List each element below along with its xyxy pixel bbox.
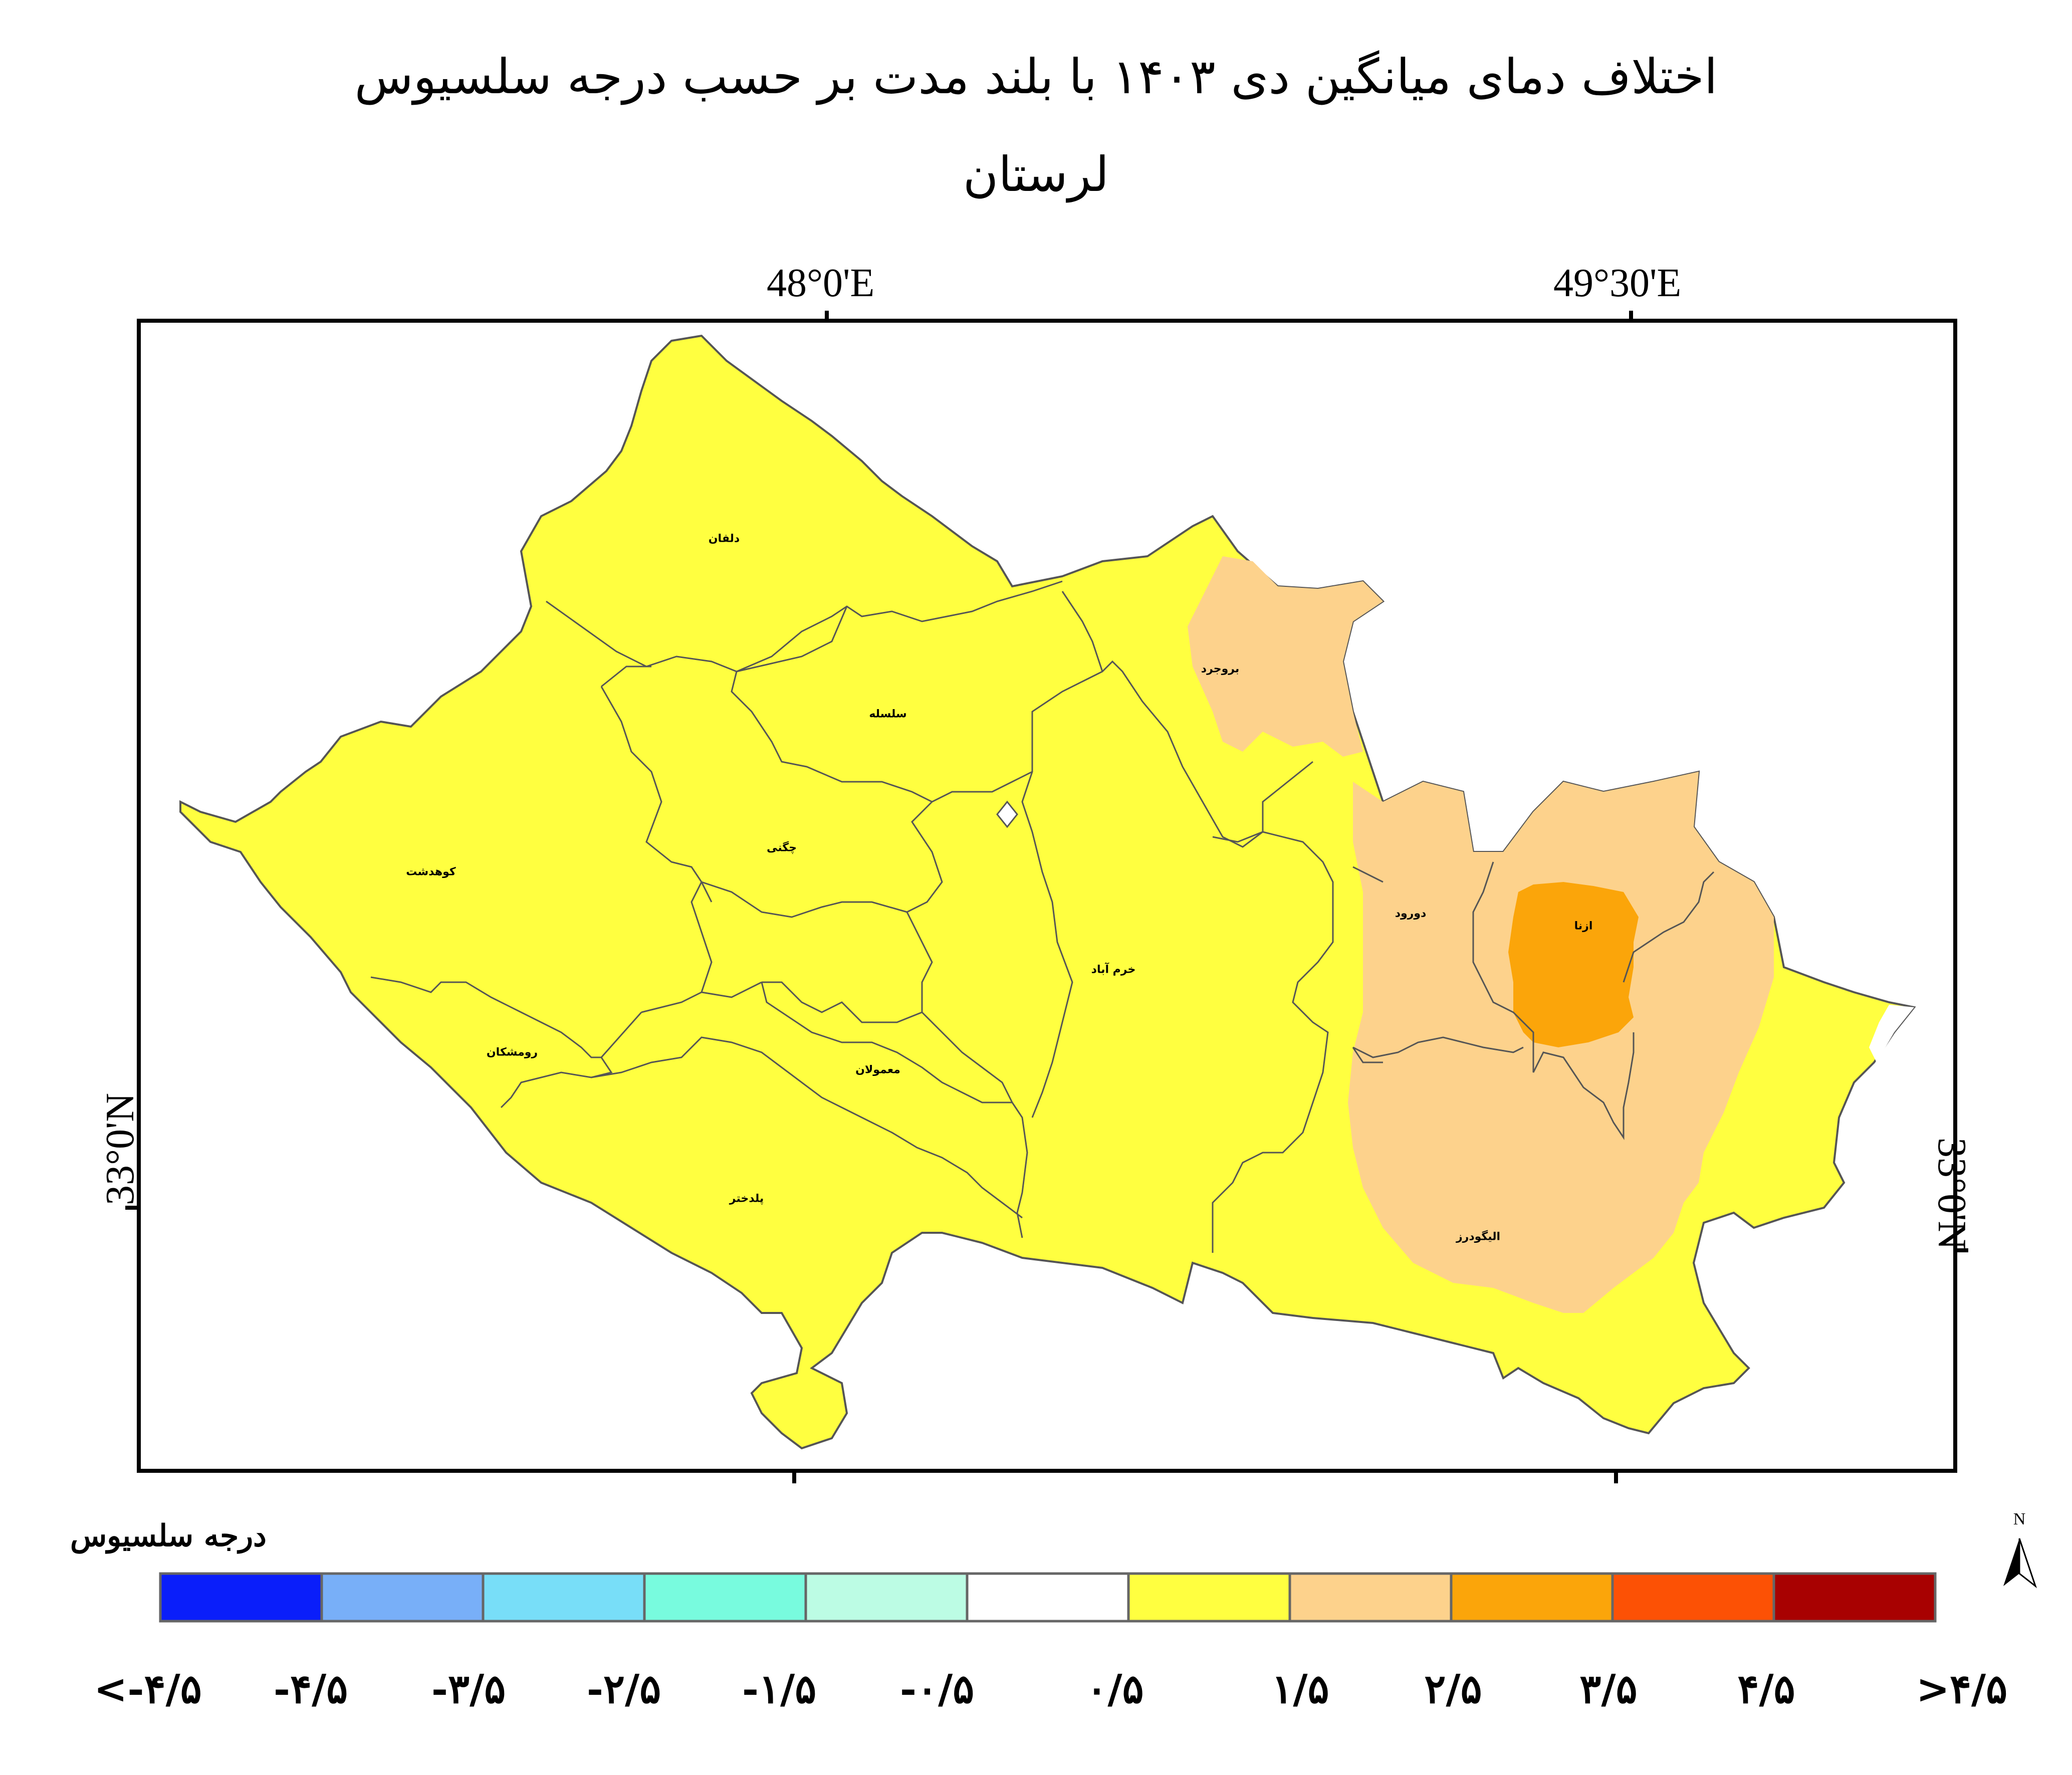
region-label: الیگودرز xyxy=(1456,1230,1500,1243)
longitude-label-49-30: 49°30'E xyxy=(1553,261,1682,305)
map-title: اختلاف دمای میانگین دی ۱۴۰۳ با بلند مدت … xyxy=(354,49,1718,105)
legend-swatch xyxy=(804,1572,969,1623)
legend-label: -۴/۵ xyxy=(273,1665,348,1712)
legend-label: -۰/۵ xyxy=(899,1665,975,1712)
legend-label: -۳/۵ xyxy=(431,1665,506,1712)
north-label-wrap: N xyxy=(1999,1511,2039,1528)
legend-swatch xyxy=(1772,1572,1937,1623)
longitude-label-48: 48°0'E xyxy=(767,261,875,305)
zone-borujerd xyxy=(1188,556,1383,757)
legend-swatch xyxy=(643,1572,807,1623)
region-label: بروجرد xyxy=(1201,662,1240,676)
region-label: چگنی xyxy=(767,841,797,854)
legend-swatch xyxy=(482,1572,646,1623)
legend-label: ۰/۵ xyxy=(1086,1665,1144,1712)
legend-label: -۲/۵ xyxy=(586,1665,661,1712)
legend-swatch xyxy=(1450,1572,1614,1623)
region-label: ازنا xyxy=(1574,920,1593,933)
north-label: N xyxy=(2013,1510,2026,1528)
legend-label: ۴/۵ xyxy=(1737,1665,1795,1712)
legend-swatch xyxy=(1127,1572,1291,1623)
legend-label: ۳/۵ xyxy=(1579,1665,1638,1712)
zone-white-spot xyxy=(996,800,1018,828)
legend-swatch xyxy=(1611,1572,1775,1623)
legend-label: <-۴/۵ xyxy=(94,1665,202,1712)
region-label: سلسله xyxy=(869,708,907,721)
map-subtitle: لرستان xyxy=(963,146,1109,202)
region-label: دلفان xyxy=(708,532,740,545)
legend-label: -۱/۵ xyxy=(742,1665,817,1712)
zone-white-east xyxy=(1869,1005,1914,1062)
graticule-ticks xyxy=(125,311,1968,1483)
region-label: دورود xyxy=(1395,907,1427,920)
legend-swatch xyxy=(966,1572,1130,1623)
zone-azna xyxy=(1508,882,1639,1047)
map-frame xyxy=(137,319,1957,1473)
legend-swatch xyxy=(159,1572,323,1623)
north-arrow-icon xyxy=(2003,1538,2037,1589)
legend-swatch xyxy=(320,1572,485,1623)
legend-color-bar xyxy=(159,1572,1937,1623)
region-label: خرم آباد xyxy=(1091,963,1136,976)
region-label: پلدختر xyxy=(729,1192,764,1205)
county-borders xyxy=(370,580,1715,1253)
region-label: رومشکان xyxy=(486,1046,538,1059)
legend-title: درجه سلسیوس xyxy=(70,1518,267,1554)
legend-label: >۴/۵ xyxy=(1916,1665,2008,1712)
legend-label: ۱/۵ xyxy=(1271,1665,1329,1712)
region-label: کوهدشت xyxy=(406,865,456,878)
region-label: معمولان xyxy=(855,1063,900,1076)
legend-label: ۲/۵ xyxy=(1424,1665,1482,1712)
legend-swatch xyxy=(1288,1572,1453,1623)
